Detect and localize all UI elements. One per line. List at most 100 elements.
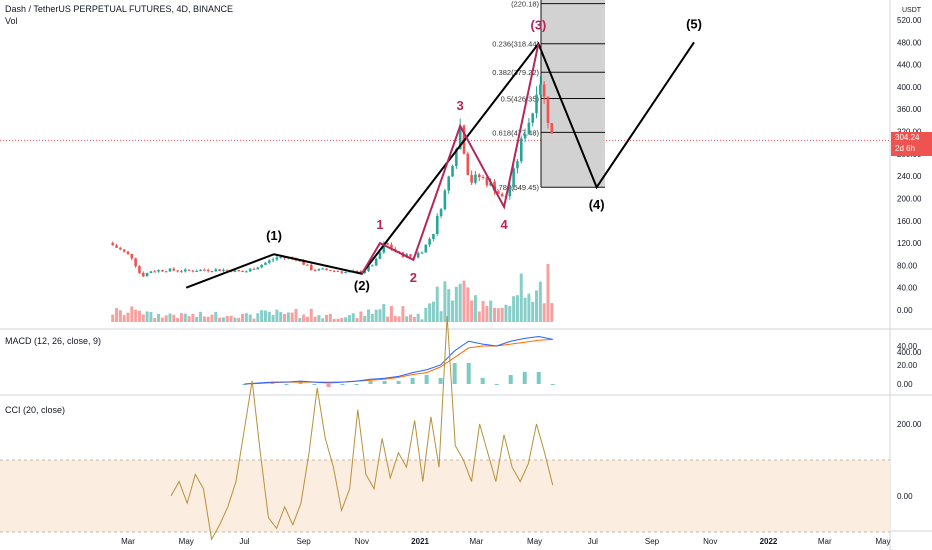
candle-body [508, 185, 512, 197]
volume-bar [527, 293, 531, 322]
candle-body [546, 96, 550, 124]
candle-body [313, 270, 317, 272]
candle-body [164, 271, 168, 273]
time-axis-label: Jul [239, 537, 249, 546]
candle-body [340, 271, 344, 273]
volume-bar [397, 316, 401, 322]
volume-bar [153, 318, 157, 322]
candle-body [332, 270, 336, 272]
volume-bar [313, 316, 317, 322]
candle-body [203, 269, 206, 271]
volume-bar [538, 281, 542, 322]
volume-bar [202, 316, 206, 322]
fib-level-label: 0.618(477.48) [492, 128, 539, 137]
candle-body [321, 268, 325, 270]
volume-bar [191, 313, 195, 322]
time-axis-label: Sep [645, 537, 660, 546]
volume-bar [504, 304, 508, 322]
time-axis-label: Jul [588, 537, 598, 546]
volume-bar [160, 317, 164, 322]
candle-body [248, 268, 252, 272]
cci-tick-label: 0.00 [897, 492, 913, 501]
time-axis-label: Mar [121, 537, 135, 546]
candle-body [416, 252, 420, 258]
volume-bar [451, 300, 455, 322]
macd-histogram-bar [466, 363, 471, 384]
candle-body [176, 270, 179, 272]
volume-bar [168, 313, 172, 322]
volume-bar [237, 317, 241, 322]
volume-bar [115, 308, 119, 322]
volume-bar [256, 313, 260, 322]
time-axis-label: Nov [355, 537, 369, 546]
major-wave-label: (2) [354, 278, 370, 293]
candle-body [359, 271, 363, 274]
price-tick-label: 200.00 [897, 194, 922, 203]
macd-histogram-bar [340, 384, 345, 385]
candle-body [371, 265, 374, 267]
candle-body [374, 258, 378, 266]
candle-body [447, 176, 451, 191]
bar-countdown: 2d 6h [895, 144, 916, 153]
volume-bar [214, 311, 218, 322]
volume-bar [546, 264, 550, 322]
cci-line [170, 315, 554, 541]
volume-bar [386, 316, 390, 322]
volume-bar [210, 314, 214, 322]
candle-body [455, 149, 458, 167]
macd-histogram-bar [536, 372, 541, 384]
candle-body [279, 257, 283, 259]
volume-bar [458, 283, 462, 322]
candle-body [149, 271, 153, 274]
volume-bar [363, 315, 367, 322]
candle-body [180, 271, 183, 273]
volume-bar [134, 309, 138, 322]
major-wave-label: (1) [266, 228, 282, 243]
minor-wave-label: 3 [457, 98, 464, 113]
volume-bar [477, 311, 481, 322]
candle-body [122, 249, 126, 252]
volume-bar [500, 307, 504, 322]
candle-body [195, 271, 199, 273]
volume-bar [309, 308, 313, 322]
macd-histogram-bar [452, 363, 457, 384]
volume-bar [466, 287, 470, 322]
candle-body [260, 264, 263, 268]
volume-bar [290, 312, 294, 322]
volume-bar [199, 311, 203, 322]
volume-bar [443, 281, 447, 322]
volume-bar [294, 308, 298, 322]
volume-label: Vol [5, 16, 18, 26]
volume-bar [370, 313, 374, 322]
candle-body [344, 271, 347, 273]
volume-bar [493, 307, 497, 322]
price-tick-label: 80.00 [897, 261, 918, 270]
volume-bar [519, 273, 523, 322]
macd-histogram-bar [270, 382, 275, 384]
volume-bar [195, 316, 199, 322]
candle-body [222, 269, 225, 271]
volume-bar [137, 310, 141, 322]
volume-bar [286, 312, 290, 322]
volume-bar [164, 315, 168, 322]
candle-body [245, 271, 248, 273]
volume-bar [336, 318, 340, 322]
price-tick-label: 400.00 [897, 83, 922, 92]
volume-bar [435, 286, 439, 322]
major-wave-label: (5) [686, 16, 702, 31]
candle-body [210, 271, 214, 273]
volume-bar [523, 297, 527, 322]
candle-body [428, 239, 431, 245]
volume-bar [225, 315, 229, 322]
candle-body [309, 264, 313, 271]
candle-body [191, 270, 195, 272]
candle-body [317, 268, 321, 271]
candle-body [218, 269, 221, 271]
volume-bar [374, 309, 378, 322]
volume-bar [393, 315, 397, 322]
volume-bar [325, 314, 329, 322]
candle-body [187, 269, 191, 271]
volume-bar [271, 315, 275, 322]
